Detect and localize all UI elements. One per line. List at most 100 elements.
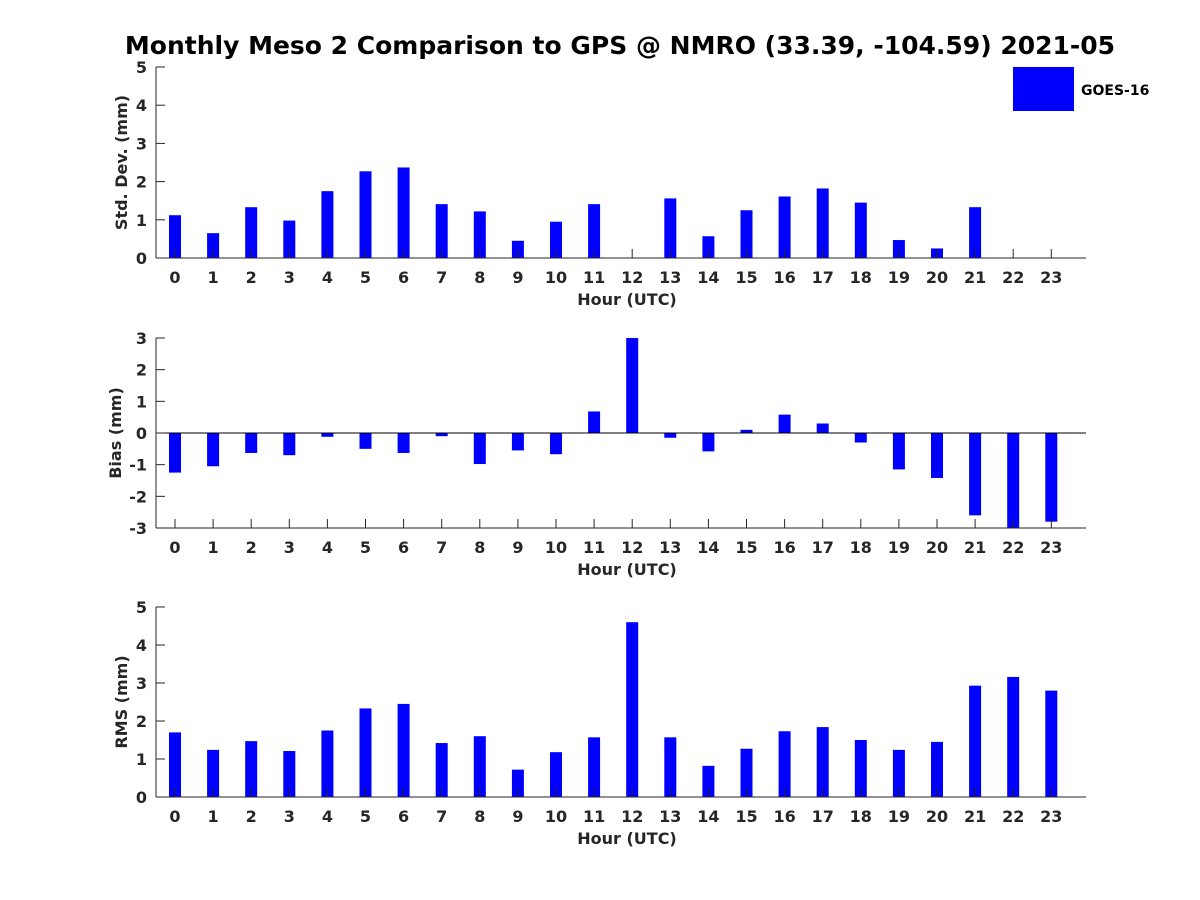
x-tick-label: 17	[812, 538, 834, 557]
bar-hour-4	[321, 433, 334, 437]
x-tick-label: 23	[1040, 268, 1062, 287]
bar-hour-0	[169, 215, 181, 258]
x-tick-label: 11	[583, 268, 605, 287]
x-axis-label: Hour (UTC)	[577, 290, 677, 309]
y-tick-label: 2	[136, 712, 147, 731]
bar-hour-2	[245, 207, 258, 258]
x-tick-label: 12	[621, 538, 643, 557]
bar-hour-7	[435, 433, 448, 437]
bar-hour-4	[321, 191, 334, 258]
x-axis-label: Hour (UTC)	[577, 560, 677, 579]
bar-hour-5	[359, 433, 372, 449]
bar-hour-17	[816, 188, 829, 258]
bar-hour-14	[702, 433, 715, 452]
x-tick-label: 6	[398, 538, 409, 557]
x-tick-label: 16	[773, 538, 795, 557]
x-tick-label: 5	[360, 538, 371, 557]
bar-hour-14	[702, 236, 715, 258]
bar-hour-10	[550, 221, 562, 258]
y-tick-label: 2	[136, 173, 147, 192]
x-tick-label: 15	[735, 538, 757, 557]
bar-hour-19	[892, 749, 905, 797]
bar-hour-15	[740, 429, 753, 433]
y-tick-label: 3	[136, 329, 147, 348]
bar-hour-8	[473, 736, 486, 797]
x-tick-label: 2	[246, 538, 257, 557]
x-tick-label: 8	[474, 807, 485, 826]
y-axis-label: RMS (mm)	[112, 655, 131, 748]
y-tick-label: 4	[136, 96, 147, 115]
x-tick-label: 0	[169, 268, 180, 287]
x-tick-label: 23	[1040, 807, 1062, 826]
x-tick-label: 10	[545, 807, 567, 826]
x-tick-label: 3	[284, 538, 295, 557]
x-tick-label: 9	[512, 538, 523, 557]
y-tick-label: 0	[136, 424, 147, 443]
y-tick-label: -2	[129, 487, 147, 506]
bar-hour-4	[321, 730, 334, 797]
x-tick-label: 13	[659, 268, 681, 287]
bar-hour-1	[207, 233, 220, 258]
bar-hour-0	[169, 433, 181, 473]
bar-hour-16	[778, 414, 791, 433]
y-tick-label: 4	[136, 636, 147, 655]
x-tick-label: 0	[169, 807, 180, 826]
x-tick-label: 15	[735, 268, 757, 287]
bar-hour-10	[550, 752, 562, 797]
bar-hour-22	[1007, 433, 1020, 528]
bar-hour-8	[473, 433, 486, 465]
x-tick-label: 22	[1002, 268, 1024, 287]
bar-hour-11	[588, 411, 601, 433]
x-tick-label: 16	[773, 807, 795, 826]
y-axis-label: Std. Dev. (mm)	[112, 95, 131, 230]
bar-hour-18	[854, 202, 867, 258]
y-axis-label: Bias (mm)	[106, 387, 125, 479]
y-tick-label: 3	[136, 674, 147, 693]
x-tick-label: 20	[926, 538, 948, 557]
bar-hour-16	[778, 731, 791, 797]
bar-hour-1	[207, 433, 220, 467]
x-tick-label: 4	[322, 268, 333, 287]
legend: GOES-16	[1013, 67, 1149, 111]
x-tick-label: 19	[888, 268, 910, 287]
y-tick-label: 0	[136, 249, 147, 268]
x-tick-label: 7	[436, 268, 447, 287]
y-tick-label: 1	[136, 392, 147, 411]
bar-hour-14	[702, 765, 715, 797]
bar-hour-3	[283, 220, 296, 258]
bar-hour-1	[207, 749, 220, 797]
bar-hour-5	[359, 708, 372, 797]
y-tick-label: 1	[136, 211, 147, 230]
bar-hour-6	[397, 433, 410, 453]
x-tick-label: 2	[246, 807, 257, 826]
x-tick-label: 14	[697, 538, 719, 557]
bar-hour-12	[626, 338, 639, 433]
x-tick-label: 19	[888, 807, 910, 826]
x-tick-label: 11	[583, 538, 605, 557]
x-tick-label: 23	[1040, 538, 1062, 557]
bar-hour-11	[588, 204, 601, 258]
bar-hour-7	[435, 204, 448, 258]
bar-hour-6	[397, 703, 410, 797]
bar-hour-9	[511, 769, 524, 797]
bar-hour-17	[816, 727, 829, 797]
bar-hour-0	[169, 732, 181, 797]
x-tick-label: 18	[850, 807, 872, 826]
x-tick-label: 4	[322, 807, 333, 826]
x-tick-label: 9	[512, 268, 523, 287]
y-tick-label: 5	[136, 58, 147, 77]
bar-hour-12	[626, 622, 639, 797]
x-tick-label: 15	[735, 807, 757, 826]
bar-hour-9	[511, 433, 524, 451]
bar-hour-5	[359, 171, 372, 258]
x-tick-label: 20	[926, 807, 948, 826]
x-tick-label: 5	[360, 268, 371, 287]
x-tick-label: 18	[850, 538, 872, 557]
legend-label-goes-16: GOES-16	[1081, 83, 1149, 99]
x-tick-label: 0	[169, 538, 180, 557]
y-tick-label: 3	[136, 134, 147, 153]
y-tick-label: -3	[129, 519, 147, 538]
x-tick-label: 8	[474, 268, 485, 287]
